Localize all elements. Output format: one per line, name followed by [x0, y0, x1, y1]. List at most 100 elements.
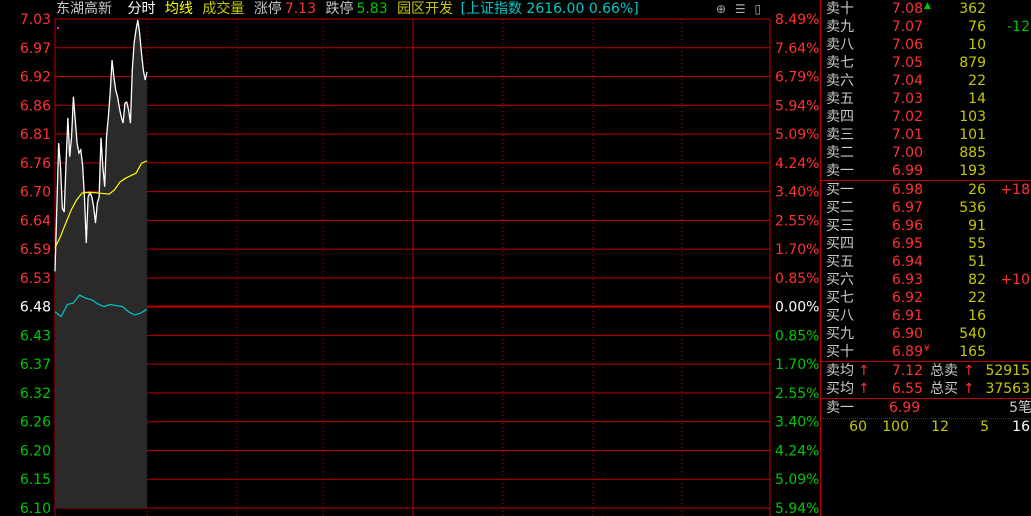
order-book-row[interactable]: 买四 6.95 55: [821, 235, 1031, 253]
level-label: 卖十: [826, 1, 854, 17]
y-tick-right: 5.94%: [775, 501, 819, 516]
arrow-up-icon: ↑: [963, 363, 975, 379]
order-book-row[interactable]: 卖一 6.99 193: [821, 162, 1031, 180]
limit-down-value: 5.83: [356, 1, 388, 17]
order-book-row[interactable]: 卖四 7.02 103: [821, 108, 1031, 126]
order-book-row[interactable]: 买五 6.94 51: [821, 253, 1031, 271]
level-price: 6.94: [891, 254, 923, 270]
order-book-row[interactable]: 卖十 7.08 ▲ 362: [821, 0, 1031, 18]
level-label: 买一: [826, 182, 854, 198]
index-info[interactable]: [上证指数 2616.00 0.66%]: [460, 1, 639, 17]
level-price: 6.97: [891, 200, 923, 216]
level-change: +18: [1000, 182, 1030, 198]
queue-count: 5笔: [1009, 400, 1031, 416]
order-book-row[interactable]: 卖五 7.03 14: [821, 90, 1031, 108]
queue-order: 12: [931, 419, 949, 435]
order-book-row[interactable]: 卖九 7.07 76 -12: [821, 18, 1031, 36]
level-label: 买四: [826, 236, 854, 252]
level-label: 卖八: [826, 37, 854, 53]
index-line: [54, 294, 148, 318]
y-tick-right: 8.49%: [775, 12, 819, 28]
level-volume: 536: [959, 200, 986, 216]
y-tick-left: 6.20: [20, 443, 51, 459]
sector-link[interactable]: 园区开发: [397, 1, 454, 17]
level-price: 7.07: [891, 19, 923, 35]
summary-total-label: 总买: [930, 381, 958, 397]
order-book-row[interactable]: 买三 6.96 91: [821, 217, 1031, 235]
stock-name: 东湖高新: [56, 1, 112, 17]
level-volume: 10: [968, 37, 986, 53]
y-tick-right: 1.70%: [775, 242, 819, 258]
menu-icon[interactable]: ☰: [734, 2, 746, 16]
level-label: 卖三: [826, 127, 854, 143]
order-book-row[interactable]: 买七 6.92 22: [821, 289, 1031, 307]
divider: [821, 361, 1031, 362]
y-tick-right: 1.70%: [775, 357, 819, 373]
level-volume: 26: [968, 182, 986, 198]
order-book-row[interactable]: 买二 6.97 536: [821, 199, 1031, 217]
level-volume: 14: [968, 91, 986, 107]
summary-label: 卖均: [826, 363, 854, 379]
level-volume: 55: [968, 236, 986, 252]
y-tick-right: 4.24%: [775, 156, 819, 172]
level-price: 6.98: [891, 182, 923, 198]
y-tick-left: 6.76: [20, 156, 51, 172]
level-label: 买七: [826, 290, 854, 306]
y-tick-right: 5.09%: [775, 127, 819, 143]
queue-order: 60: [849, 419, 867, 435]
level-volume: 22: [968, 73, 986, 89]
y-tick-left: 6.81: [20, 127, 51, 143]
intraday-chart[interactable]: 7.03 8.49% 6.97 7.64% 6.92 6.79% 6.86 5.94% 6.81…: [0, 0, 820, 516]
marker-dot: [57, 27, 59, 29]
level-price: 6.89: [891, 344, 923, 360]
order-book-row[interactable]: 卖三 7.01 101: [821, 126, 1031, 144]
queue-order: 100: [882, 419, 909, 435]
order-book-panel: 卖十 7.08 ▲ 362 卖九 7.07 76 -12 卖八 7.06 10 卖七 7.05 879 卖六…: [820, 0, 1031, 516]
summary-label: 买均: [826, 381, 854, 397]
divider: [821, 398, 1031, 399]
y-tick-left: 7.03: [20, 12, 51, 28]
y-tick-right: 6.79%: [775, 70, 819, 86]
level-label: 卖九: [826, 19, 854, 35]
summary-total: 37563: [985, 381, 1030, 397]
order-book-row[interactable]: 卖八 7.06 10: [821, 36, 1031, 54]
level-label: 卖一: [826, 163, 854, 179]
level-price: 7.01: [891, 127, 923, 143]
tab-avg[interactable]: 均线: [164, 1, 193, 17]
order-book-row[interactable]: 买六 6.93 82 +10: [821, 271, 1031, 289]
price-line: [54, 19, 148, 272]
order-book-row[interactable]: 卖六 7.04 22: [821, 72, 1031, 90]
level-label: 买十: [826, 344, 854, 360]
y-tick-right: 5.09%: [775, 472, 819, 488]
queue-order: 16: [1012, 419, 1030, 435]
level-label: 卖二: [826, 145, 854, 161]
price-area-fill: [55, 20, 147, 509]
level-volume: 165: [959, 344, 986, 360]
order-book-row[interactable]: 买十 6.89 ¥165: [821, 343, 1031, 361]
order-book-row[interactable]: 卖七 7.05 879: [821, 54, 1031, 72]
up-circle-icon[interactable]: ⊕: [716, 2, 727, 16]
queue-label: 卖一: [826, 400, 854, 416]
y-tick-right: 4.24%: [775, 443, 819, 459]
level-price: 7.04: [891, 73, 923, 89]
y-tick-left: 6.64: [20, 213, 51, 229]
panel-toggle-icon[interactable]: ▯: [754, 2, 762, 16]
tab-volume[interactable]: 成交量: [202, 1, 245, 17]
level-volume: 22: [968, 290, 986, 306]
order-book-row[interactable]: 买九 6.90 540: [821, 325, 1031, 343]
queue-price: 6.99: [889, 400, 921, 416]
y-tick-left: 6.15: [20, 472, 51, 488]
level-label: 卖五: [826, 91, 854, 107]
order-book-row[interactable]: 买八 6.91 16: [821, 307, 1031, 325]
tab-time[interactable]: 分时: [127, 1, 156, 17]
y-tick-left: 6.59: [20, 242, 51, 258]
y-tick-left: 6.26: [20, 415, 51, 431]
level-price: 7.03: [891, 91, 923, 107]
y-tick-left: 6.43: [20, 328, 51, 344]
summary-row: 卖均 ↑ 7.12 总卖 ↑ 52915: [821, 362, 1031, 380]
order-book-row[interactable]: 卖二 7.00 885: [821, 144, 1031, 162]
order-book-row[interactable]: 买一 6.98 26 +18: [821, 181, 1031, 199]
level-mark: ▲: [924, 1, 931, 11]
level-label: 买二: [826, 200, 854, 216]
divider-dotted: [821, 418, 1031, 419]
